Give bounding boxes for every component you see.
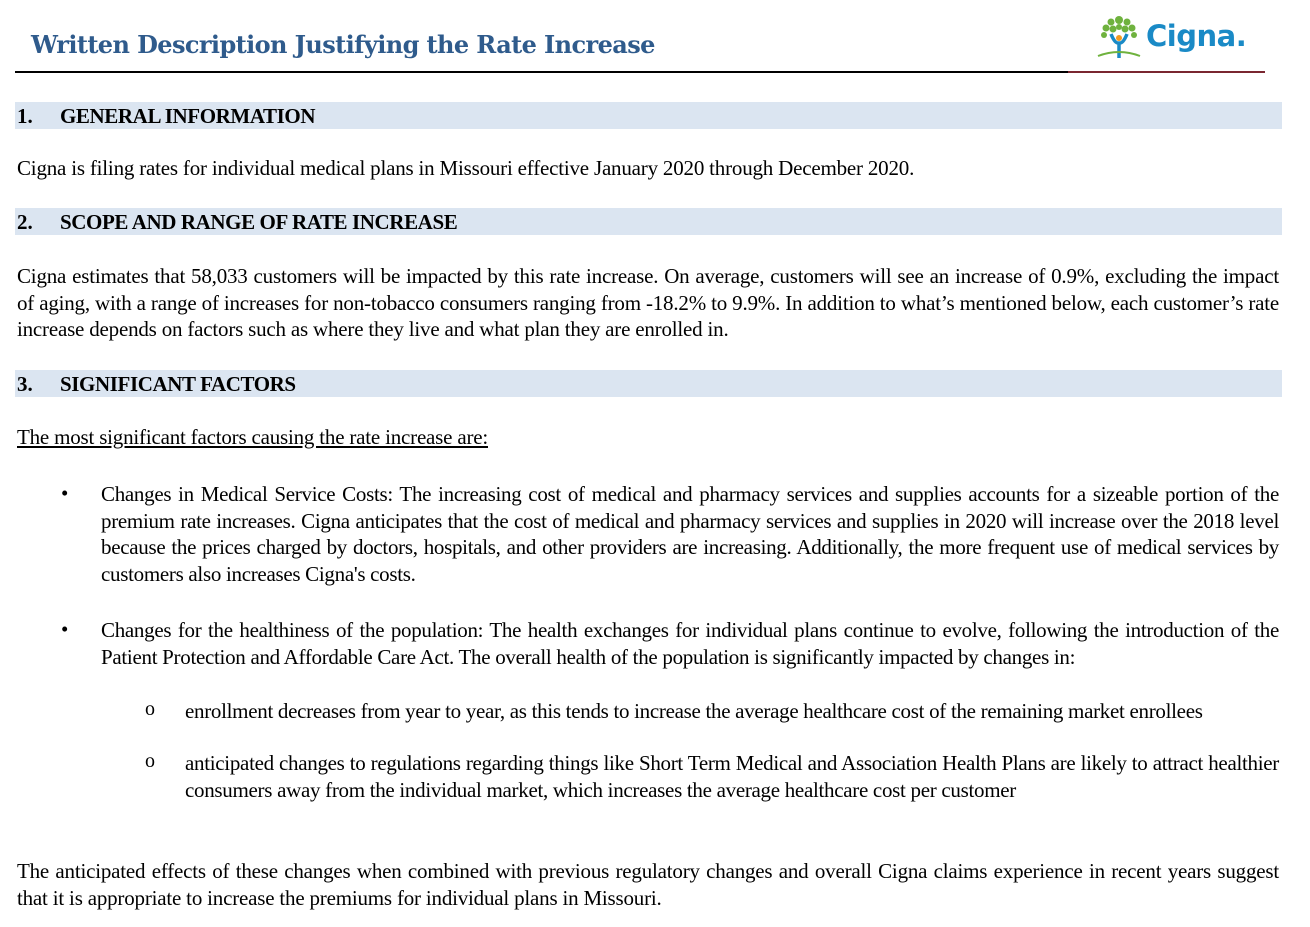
- section-header-general: 1. GENERAL INFORMATION: [15, 102, 1282, 129]
- section-label: SIGNIFICANT FACTORS: [60, 372, 296, 396]
- sub-bullet: anticipated changes to regulations regar…: [185, 751, 1279, 802]
- section-label: GENERAL INFORMATION: [60, 104, 316, 128]
- bullet-icon: •: [61, 617, 69, 641]
- sub-bullet-icon: o: [145, 750, 155, 772]
- general-paragraph: Cigna is filing rates for individual med…: [17, 156, 915, 180]
- section-number: 3.: [17, 372, 33, 396]
- factor-bullet: Changes for the healthiness of the popul…: [101, 618, 1279, 669]
- section-header-scope: 2. SCOPE AND RANGE OF RATE INCREASE: [15, 208, 1282, 235]
- sub-bullet: enrollment decreases from year to year, …: [185, 699, 1203, 723]
- logo-text: Cigna.: [1146, 19, 1247, 53]
- section-number: 2.: [17, 210, 33, 234]
- document-title: Written Description Justifying the Rate …: [31, 30, 655, 59]
- factor-bullet: Changes in Medical Service Costs: The in…: [101, 482, 1279, 586]
- section-number: 1.: [17, 104, 33, 128]
- header-rule: [15, 71, 1068, 73]
- scope-paragraph: Cigna estimates that 58,033 customers wi…: [17, 264, 1279, 341]
- cigna-logo: Cigna.: [1096, 12, 1247, 60]
- header-rule-accent: [1068, 71, 1265, 73]
- section-header-factors: 3. SIGNIFICANT FACTORS: [15, 370, 1282, 397]
- bullet-icon: •: [61, 481, 69, 505]
- tree-of-life-icon: [1097, 16, 1141, 58]
- sub-bullet-icon: o: [145, 698, 155, 720]
- section-label: SCOPE AND RANGE OF RATE INCREASE: [60, 210, 458, 234]
- factors-intro: The most significant factors causing the…: [17, 425, 488, 449]
- conclusion-paragraph: The anticipated effects of these changes…: [17, 859, 1279, 910]
